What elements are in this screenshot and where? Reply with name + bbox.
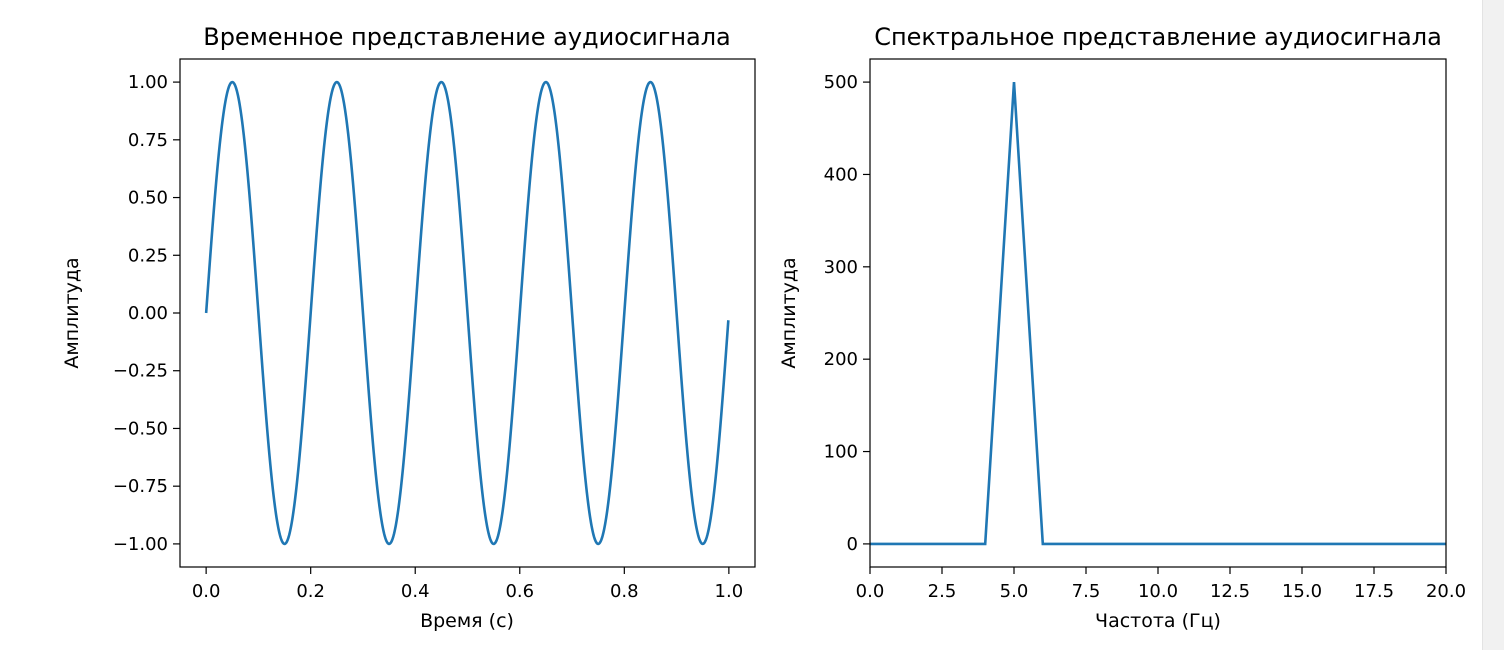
- series-line: [870, 82, 1446, 546]
- y-tick-label: 500: [824, 72, 858, 93]
- x-axis-label: Время (с): [420, 610, 514, 632]
- x-tick-label: 10.0: [1138, 581, 1178, 602]
- y-tick-label: 1.00: [128, 72, 168, 93]
- x-tick-label: 2.5: [928, 581, 957, 602]
- x-axis-ticks: 0.0 2.5 5.0 7.5 10.0 12.5 15.0 17.5 20.0: [856, 567, 1466, 602]
- y-tick-label: 0.25: [128, 245, 168, 266]
- x-tick-label: 0.8: [610, 581, 639, 602]
- x-tick-label: 0.6: [505, 581, 534, 602]
- x-tick-label: 12.5: [1210, 581, 1250, 602]
- y-tick-label: 200: [824, 349, 858, 370]
- axes-frame: [869, 58, 1447, 568]
- y-axis-label: Амплитуда: [61, 257, 83, 368]
- y-tick-label: 0.00: [128, 303, 168, 324]
- y-tick-label: 100: [824, 442, 858, 463]
- x-tick-label: 0.0: [192, 581, 221, 602]
- x-tick-label: 7.5: [1072, 581, 1101, 602]
- y-tick-label: 300: [824, 257, 858, 278]
- y-tick-label: 0: [847, 534, 858, 555]
- x-axis-ticks: 0.0 0.2 0.4 0.6 0.8 1.0: [192, 567, 743, 602]
- time-domain-chart: Временное представление аудиосигнала 0.0…: [61, 23, 756, 632]
- x-tick-label: 0.0: [856, 581, 885, 602]
- y-axis-ticks: −1.00 −0.75 −0.50 −0.25 0.00 0.25 0.50 0.75 1.00: [113, 72, 180, 555]
- chart-title: Спектральное представление аудиосигнала: [874, 23, 1442, 51]
- x-tick-label: 0.4: [401, 581, 430, 602]
- x-axis-label: Частота (Гц): [1095, 610, 1221, 632]
- vertical-scrollbar[interactable]: [1482, 0, 1504, 650]
- x-tick-label: 15.0: [1282, 581, 1322, 602]
- plot-area: [204, 80, 730, 546]
- x-tick-label: 5.0: [1000, 581, 1029, 602]
- y-tick-label: 0.50: [128, 188, 168, 209]
- y-tick-label: 400: [824, 164, 858, 185]
- y-tick-label: 0.75: [128, 130, 168, 151]
- y-tick-label: −0.75: [113, 476, 168, 497]
- y-tick-label: −0.50: [113, 418, 168, 439]
- y-tick-label: −0.25: [113, 361, 168, 382]
- x-tick-label: 0.2: [296, 581, 325, 602]
- y-axis-label: Амплитуда: [778, 257, 800, 368]
- y-axis-ticks: 0 100 200 300 400 500: [824, 72, 870, 555]
- series-line: [204, 80, 730, 546]
- plot-area: [870, 82, 1446, 546]
- y-tick-label: −1.00: [113, 534, 168, 555]
- spectrum-chart: Спектральное представление аудиосигнала …: [778, 23, 1466, 632]
- x-tick-label: 17.5: [1354, 581, 1394, 602]
- x-tick-label: 20.0: [1426, 581, 1466, 602]
- chart-title: Временное представление аудиосигнала: [203, 23, 731, 51]
- x-tick-label: 1.0: [715, 581, 744, 602]
